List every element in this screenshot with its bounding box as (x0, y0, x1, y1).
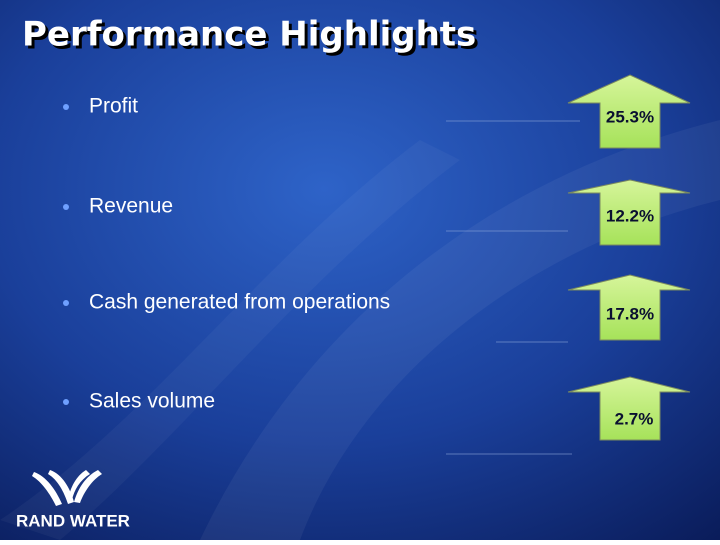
bullet (63, 300, 69, 306)
bullet (63, 104, 69, 110)
item-value: 12.2% (606, 206, 654, 225)
item-label: Sales volume (89, 390, 215, 413)
up-arrow (567, 179, 691, 246)
bullet (63, 204, 69, 210)
logo-text: RAND WATER (16, 511, 130, 530)
item-label: Revenue (89, 195, 173, 218)
up-arrow (567, 74, 691, 149)
logo-wave (32, 472, 62, 506)
logo-wave (68, 470, 90, 500)
item: Revenue 12.2% (63, 179, 691, 246)
item-value: 2.7% (615, 409, 654, 428)
item-label: Cash generated from operations (89, 291, 390, 314)
item-label: Profit (89, 95, 138, 118)
logo: RAND WATER (16, 470, 130, 530)
up-arrow (567, 376, 691, 441)
logo-wave (74, 470, 102, 503)
up-arrow (567, 274, 691, 341)
background-swirl (0, 140, 460, 540)
item-value: 25.3% (606, 107, 654, 126)
item: Sales volume 2.7% (63, 376, 691, 455)
background-swirl (200, 120, 720, 540)
bullet (63, 399, 69, 405)
title: Performance Highlights (22, 15, 476, 55)
title-shadow: Performance Highlights (25, 18, 479, 58)
item-value: 17.8% (606, 304, 654, 323)
item: Cash generated from operations 17.8% (63, 274, 691, 343)
item: Profit 25.3% (63, 74, 691, 149)
logo-wave (48, 470, 74, 504)
